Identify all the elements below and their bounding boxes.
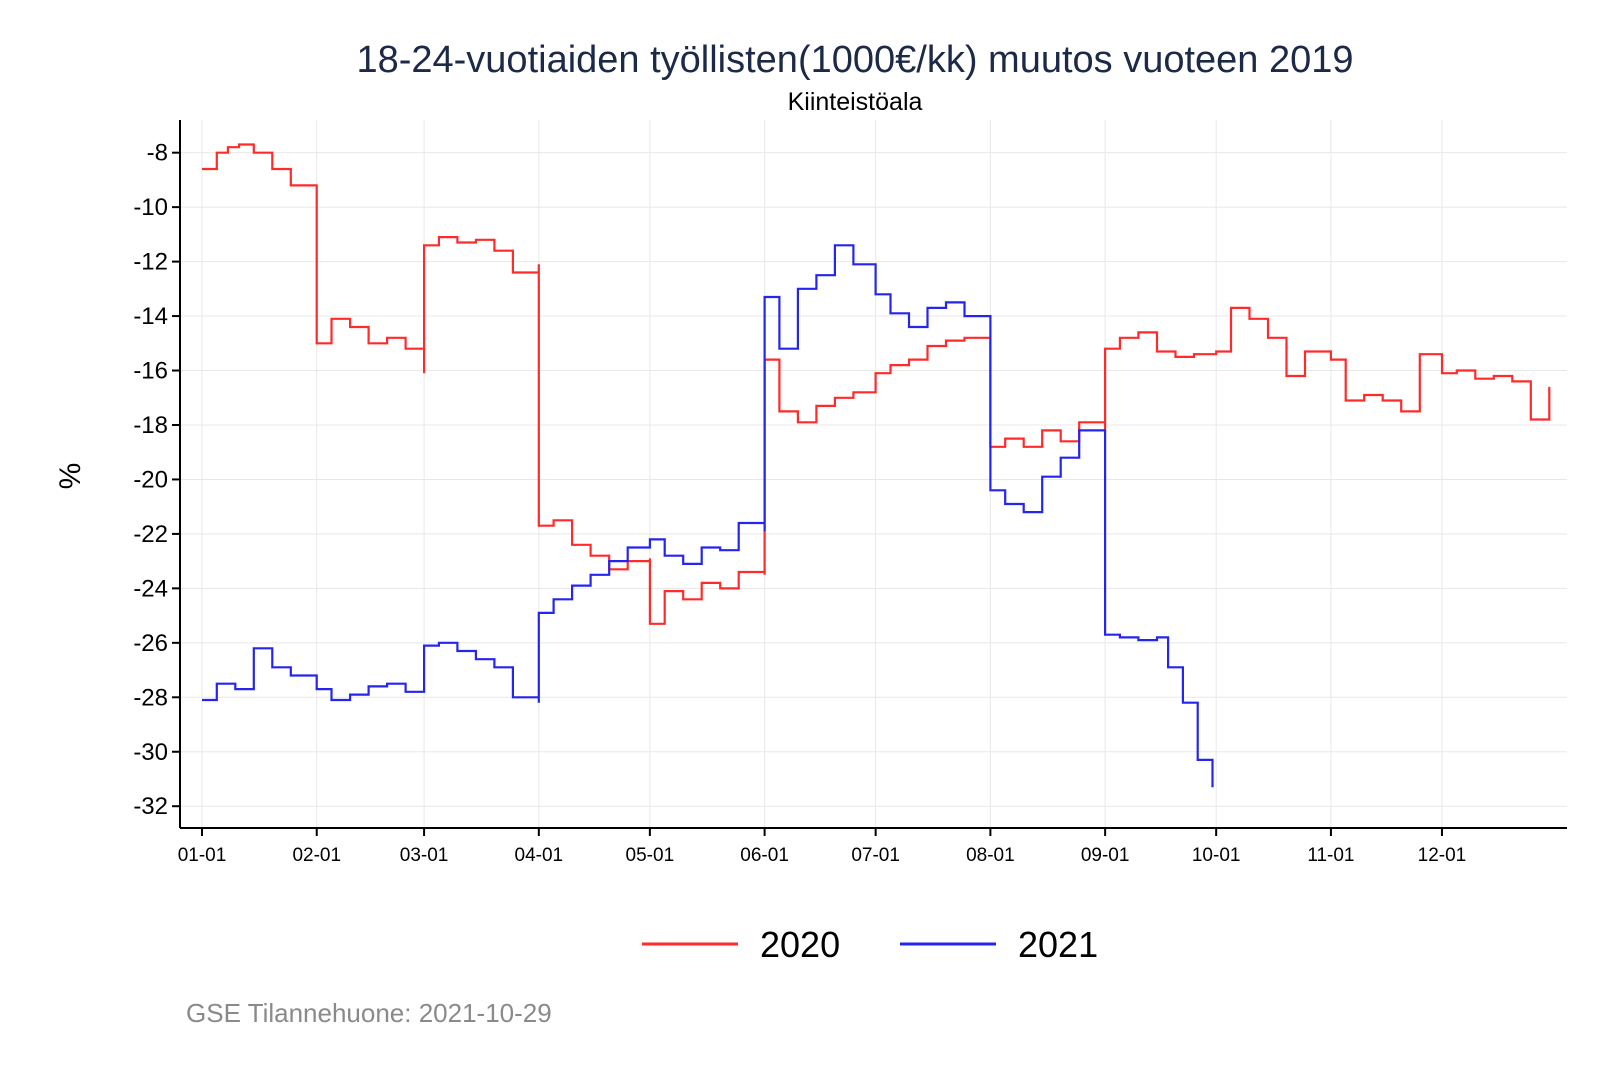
x-ticks: 01-01 02-01 03-01 04-01 05-01 06-01 07-01 08-01… <box>178 828 1467 866</box>
y-tick-label: -10 <box>133 194 168 221</box>
y-ticks: -8 -10 -12 -14 -16 -18 -20 -22 -24 -26 -28 -30 -32 <box>133 140 180 820</box>
legend-label-2021: 2021 <box>1018 924 1098 965</box>
legend-label-2020: 2020 <box>760 924 840 965</box>
x-tick-label: 12-01 <box>1418 845 1467 866</box>
y-tick-label: -30 <box>133 739 168 766</box>
series-line-2020 <box>202 143 1551 625</box>
y-tick-label: -20 <box>133 466 168 493</box>
axes <box>179 120 1567 829</box>
x-tick-label: 04-01 <box>515 845 564 866</box>
x-tick-label: 03-01 <box>400 845 449 866</box>
y-tick-label: -28 <box>133 684 168 711</box>
chart-subtitle: Kiinteistöala <box>788 88 923 116</box>
legend: 2020 2021 <box>642 924 1098 965</box>
x-tick-label: 07-01 <box>851 845 900 866</box>
source-note: GSE Tilannehuone: 2021-10-29 <box>186 998 552 1028</box>
x-tick-label: 08-01 <box>966 845 1015 866</box>
y-tick-label: -24 <box>133 575 168 602</box>
y-tick-label: -18 <box>133 412 168 439</box>
x-tick-label: 09-01 <box>1081 845 1130 866</box>
y-tick-label: -16 <box>133 358 168 385</box>
grid <box>180 120 1567 828</box>
x-tick-label: 11-01 <box>1307 845 1354 866</box>
series-layer <box>202 143 1551 788</box>
y-tick-label: -12 <box>133 249 168 276</box>
x-tick-label: 10-01 <box>1192 845 1241 866</box>
y-tick-label: -14 <box>133 303 168 330</box>
y-tick-label: -22 <box>133 521 168 548</box>
y-tick-label: -8 <box>147 140 168 167</box>
x-tick-label: 01-01 <box>178 845 227 866</box>
x-tick-label: 02-01 <box>292 845 341 866</box>
series-line-2021 <box>202 244 1214 788</box>
x-tick-label: 06-01 <box>740 845 789 866</box>
y-tick-label: -26 <box>133 630 168 657</box>
x-tick-label: 05-01 <box>626 845 675 866</box>
chart-title: 18-24-vuotiaiden työllisten(1000€/kk) mu… <box>356 39 1353 81</box>
y-axis-label: % <box>54 463 87 490</box>
y-tick-label: -32 <box>133 793 168 820</box>
